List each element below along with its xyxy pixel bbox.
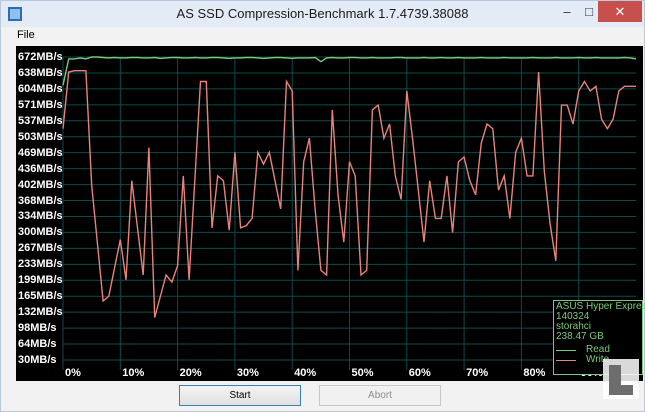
legend-read: Read (556, 345, 636, 355)
x-tick-label: 10% (122, 367, 145, 379)
y-tick-label: 165MB/s (18, 290, 63, 303)
legend-firmware: 140324 (556, 311, 590, 322)
legend-read-label: Read (586, 344, 610, 355)
x-tick-label: 60% (408, 367, 431, 379)
title-bar[interactable]: AS SSD Compression-Benchmark 1.7.4739.38… (1, 1, 644, 27)
legend-capacity: 238.47 GB (556, 331, 604, 342)
legend-read-swatch (556, 350, 576, 351)
abort-button[interactable]: Abort (319, 385, 441, 406)
start-button[interactable]: Start (179, 385, 301, 406)
y-tick-label: 604MB/s (18, 82, 63, 95)
benchmark-chart: 672MB/s 638MB/s 604MB/s 571MB/s 537MB/s 503MB… (16, 46, 645, 381)
x-tick-label: 0% (65, 367, 81, 379)
y-tick-label: 672MB/s (18, 51, 63, 63)
maximize-button[interactable]: □ (585, 4, 593, 19)
menu-bar: File (1, 27, 644, 45)
x-tick-label: 70% (466, 367, 489, 379)
legend-write-label: Write (586, 354, 610, 365)
y-tick-label: 537MB/s (18, 114, 63, 127)
y-tick-label: 30MB/s (18, 354, 57, 366)
x-tick-label: 50% (351, 367, 374, 379)
y-tick-label: 402MB/s (18, 178, 63, 191)
window-title: AS SSD Compression-Benchmark 1.7.4739.38… (176, 6, 469, 21)
y-tick-label: 98MB/s (18, 322, 57, 335)
y-tick-label: 199MB/s (18, 274, 63, 287)
y-tick-label: 64MB/s (18, 338, 57, 351)
y-tick-label: 436MB/s (18, 162, 63, 175)
x-tick-label: 30% (236, 367, 259, 379)
x-tick-label: 20% (179, 367, 202, 379)
watermark-logo-icon (603, 359, 639, 399)
legend-drive-name: ASUS Hyper Express (556, 301, 645, 312)
x-tick-label: 80% (523, 367, 546, 379)
close-button[interactable]: ✕ (598, 1, 642, 22)
legend-write-swatch (556, 360, 576, 361)
series-line-read (62, 56, 637, 86)
y-tick-label: 368MB/s (18, 194, 63, 207)
series-line-write (62, 70, 636, 318)
chart-plot (62, 56, 637, 370)
legend-driver: storahci (556, 321, 592, 332)
y-tick-label: 233MB/s (18, 258, 63, 271)
y-tick-label: 132MB/s (18, 306, 63, 319)
y-tick-label: 469MB/s (18, 146, 63, 159)
legend-write: Write (556, 355, 636, 365)
y-tick-label: 300MB/s (18, 226, 63, 239)
menu-file[interactable]: File (17, 29, 35, 41)
y-tick-label: 503MB/s (18, 130, 63, 143)
minimize-button[interactable]: – (563, 4, 571, 19)
y-tick-label: 334MB/s (18, 210, 63, 223)
y-tick-label: 571MB/s (18, 98, 63, 111)
y-tick-label: 267MB/s (18, 242, 63, 255)
x-tick-label: 40% (294, 367, 317, 379)
y-tick-label: 638MB/s (18, 66, 63, 79)
app-logo-icon (8, 7, 22, 21)
